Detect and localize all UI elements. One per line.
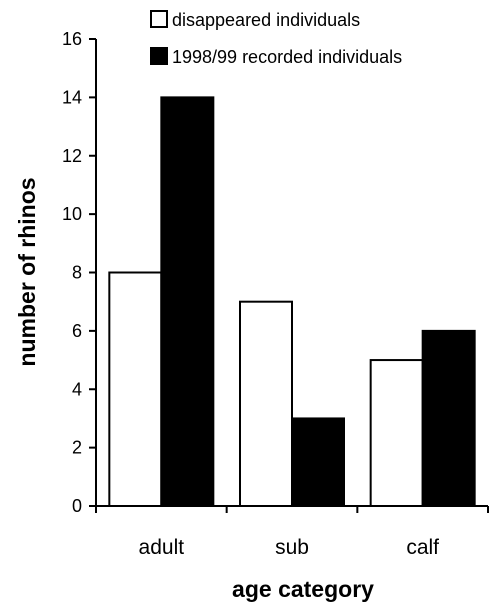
bar-disappeared-adult [108,271,163,507]
y-tick-label: 4 [72,379,82,399]
y-tick-label: 14 [62,87,82,107]
legend-swatch [150,47,168,65]
x-axis-title: age category [232,576,374,602]
legend-label: disappeared individuals [172,10,360,30]
category-label: calf [406,536,439,559]
legend-label: 1998/99 recorded individuals [172,47,402,67]
bar-recorded-calf [421,329,476,507]
y-axis-title: number of rhinos [14,177,40,366]
y-tick-label: 12 [62,146,82,166]
y-tick-label: 6 [72,321,82,341]
x-axis: adult sub calf [95,505,489,559]
bar-recorded-adult [160,96,215,507]
y-tick-label: 0 [72,496,82,516]
legend: disappeared individuals 1998/99 recorded … [150,10,402,67]
bar-recorded-sub [291,417,345,507]
y-tick-label: 16 [62,29,82,49]
bar-disappeared-calf [369,359,424,507]
category-label: adult [139,536,185,559]
legend-swatch [150,10,168,28]
y-axis: 0 2 4 6 8 10 12 14 16 [62,29,97,516]
category-label: sub [275,536,309,559]
y-tick-label: 8 [72,263,82,283]
y-tick-label: 10 [62,204,82,224]
bars [108,96,476,507]
bar-disappeared-sub [239,300,293,507]
y-tick-label: 2 [72,438,82,458]
